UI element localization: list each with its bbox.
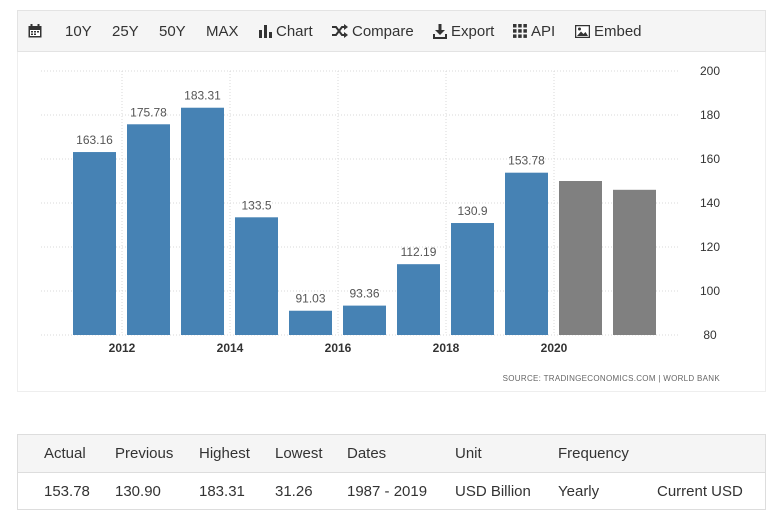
grid-icon [513,24,527,38]
x-tick-label: 2012 [109,341,136,355]
x-tick-label: 2020 [541,341,568,355]
api-button[interactable]: API [513,11,555,51]
embed-button[interactable]: Embed [575,11,642,51]
chart-toolbar: 10Y 25Y 50Y MAX Chart Compare Export API… [17,10,766,52]
bar [397,264,440,335]
bar-value-label: 163.16 [76,133,113,147]
value-dates: 1987 - 2019 [347,483,428,500]
y-tick-label: 200 [700,64,720,78]
bar [451,223,494,335]
bar [289,310,332,335]
header-previous: Previous [115,445,174,462]
value-frequency: Yearly [558,483,600,500]
value-previous: 130.90 [115,483,161,500]
x-tick-label: 2014 [217,341,244,355]
forecast-bar [559,181,602,335]
value-highest: 183.31 [199,483,245,500]
bar-chart: 80 100 120 140 160 180 200 163.16 175.78 183.31 13… [41,64,721,383]
value-unit: USD Billion [455,483,531,500]
header-lowest: Lowest [275,445,323,462]
header-highest: Highest [199,445,250,462]
bar-value-label: 153.78 [508,154,545,168]
bar-value-label: 183.31 [184,89,221,103]
bar-value-label: 93.36 [349,287,379,301]
bar [181,107,224,335]
image-icon [575,24,590,38]
bar [505,172,548,335]
stats-value-row: 153.78 130.90 183.31 31.26 1987 - 2019 U… [18,473,765,510]
range-10y-button[interactable]: 10Y [65,22,92,40]
calendar-icon [28,24,42,38]
y-tick-label: 180 [700,108,720,122]
x-tick-label: 2016 [325,341,352,355]
chart-type-button[interactable]: Chart [259,11,313,51]
bar-value-label: 130.9 [457,204,487,218]
y-tick-label: 160 [700,152,720,166]
y-tick-label: 80 [703,328,717,342]
header-frequency: Frequency [558,445,629,462]
value-currency: Current USD [657,483,743,500]
bar [235,217,278,335]
stats-table: Actual Previous Highest Lowest Dates Uni… [17,434,766,510]
bar [343,305,386,335]
range-25y-button[interactable]: 25Y [112,22,139,40]
bar-value-label: 175.78 [130,105,167,119]
shuffle-icon [332,24,348,38]
y-tick-label: 140 [700,196,720,210]
x-tick-label: 2018 [433,341,460,355]
stats-header-row: Actual Previous Highest Lowest Dates Uni… [18,435,765,473]
bar-chart-icon [259,24,272,38]
bar [127,124,170,335]
chart-panel: 80 100 120 140 160 180 200 163.16 175.78 183.31 13… [17,52,766,392]
bar-value-label: 133.5 [241,198,271,212]
export-button[interactable]: Export [433,11,494,51]
compare-button[interactable]: Compare [332,11,414,51]
y-tick-label: 120 [700,240,720,254]
y-tick-label: 100 [700,284,720,298]
header-dates: Dates [347,445,387,462]
source-note: SOURCE: TRADINGECONOMICS.COM | WORLD BAN… [503,374,721,383]
value-lowest: 31.26 [275,483,313,500]
forecast-bar [613,189,656,335]
header-actual: Actual [44,445,86,462]
header-unit: Unit [455,445,482,462]
calendar-button[interactable] [28,11,46,51]
download-icon [433,23,447,39]
range-50y-button[interactable]: 50Y [159,22,186,40]
value-actual: 153.78 [44,483,90,500]
bar [73,152,116,335]
range-max-button[interactable]: MAX [206,22,239,40]
bar-value-label: 112.19 [401,245,437,259]
bar-value-label: 91.03 [295,292,325,306]
